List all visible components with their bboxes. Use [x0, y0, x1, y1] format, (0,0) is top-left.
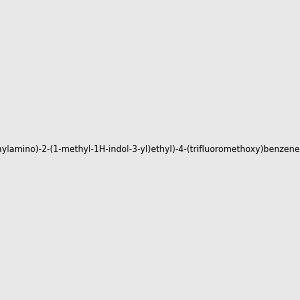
- Text: N-(2-(dimethylamino)-2-(1-methyl-1H-indol-3-yl)ethyl)-4-(trifluoromethoxy)benzen: N-(2-(dimethylamino)-2-(1-methyl-1H-indo…: [0, 146, 300, 154]
